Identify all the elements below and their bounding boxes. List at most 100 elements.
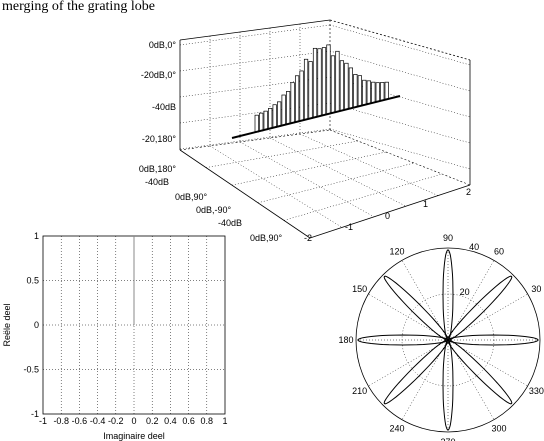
bar-3d [339,60,345,111]
angle-tick-label: 300 [491,423,506,433]
grid-line [205,140,359,168]
complex-plane-ticks: -1 -0.8 -0.6 -0.4 -0.2 0 0.2 0.4 0.6 0.8 1 1 0.5 0 -0.… [23,231,227,426]
grid-line [329,102,471,144]
bar-3d [299,70,304,121]
bar-3d [344,62,349,110]
bar-3d [281,94,286,126]
polar-lobe [442,249,454,341]
bar-3d [254,114,259,133]
x-tick-label: 0.2 [146,416,159,426]
x-tick-label: -1 [39,416,47,426]
left-tick-label: -40dB [218,218,242,228]
bar-3d [268,107,273,129]
z-tick-label: 0dB,180° [139,164,177,174]
grid-line [257,162,415,204]
left-tick-label: 0dB,90° [250,233,283,243]
right-tick-label: 1 [423,199,428,209]
bar-3d [290,82,295,124]
x-tick-label: 1 [222,416,227,426]
bar-3d [317,48,322,117]
y-tick-label: -0.5 [23,365,39,375]
z-tick-label: -20,180° [142,134,177,144]
y-axis-label: Reële deel [2,303,12,346]
polar-lobe [447,339,513,405]
bar-3d [272,104,277,128]
3d-bars [254,44,389,133]
y-tick-label: -1 [31,409,39,419]
angle-tick-label: 330 [529,386,544,396]
bar-3d [330,55,336,114]
bar-3d [303,58,309,120]
bar-3d [380,82,385,101]
polar-lobe [383,275,449,341]
bar-3d [263,110,268,131]
bar-3d [277,101,282,127]
z-tick-label: 0dB,0° [149,40,177,50]
polar-lobe [357,334,449,346]
bar-3d [384,81,389,100]
y-tick-label: 1 [34,231,39,241]
grid-line [179,128,331,150]
x-tick-label: 0.8 [201,416,214,426]
bar-3d [259,112,264,132]
y-tick-label: 0 [34,320,39,330]
x-tick-label: 0 [131,416,136,426]
radial-tick-label: 40 [469,242,479,252]
bar-3d [353,74,358,108]
bar-3d [348,67,353,109]
bar-3d [294,75,300,123]
grid-line [329,24,471,66]
polar-lobe [442,339,454,431]
left-tick-label: 0dB,-90° [196,205,232,215]
polar-plot: 90603003303002702402101801501202040 [338,233,544,441]
angle-tick-label: 180 [338,335,353,345]
radial-tick-label: 20 [460,287,470,297]
right-tick-label: -2 [304,233,312,243]
bar-3d [357,75,362,107]
x-tick-label: 0.4 [164,416,177,426]
polar-lobes [357,249,539,431]
bar-3d [286,91,291,125]
y-tick-label: 0.5 [26,276,39,286]
angle-tick-label: 270 [440,437,455,441]
polar-tick-labels: 90603003303002702402101801501202040 [338,233,544,441]
bar-3d [362,79,367,106]
x-tick-label: -0.6 [72,416,88,426]
z-tick-label: -40dB [152,102,176,112]
angle-tick-label: 30 [531,284,541,294]
x-tick-label: -0.8 [53,416,69,426]
bar-3d [308,61,313,119]
x-tick-label: -0.2 [108,416,124,426]
polar-lobe [447,275,513,341]
grid-line [209,145,343,228]
bar-3d [366,80,371,104]
3d-ridge-line [231,95,401,139]
angle-tick-label: 90 [443,233,453,243]
bar-3d [312,47,318,118]
complex-plane-plot: -1 -0.8 -0.6 -0.4 -0.2 0 0.2 0.4 0.6 0.8 1 1 0.5 0 -0.… [2,231,228,441]
grid-line [283,173,443,221]
polar-lobe [383,339,449,405]
3d-bar-plot: 0dB,0° -20dB,0° -40dB -20,180° 0dB,180° -40dB… [139,19,471,243]
left-tick-label: -40dB [145,177,169,187]
angle-tick-label: 210 [352,386,367,396]
bar-3d [335,50,340,112]
z-tick-label: -20dB,0° [141,70,177,80]
x-tick-label: 0.6 [182,416,195,426]
grid-line [329,128,471,170]
grid-line [179,24,331,46]
angle-tick-label: 240 [389,423,404,433]
grid-line [239,141,375,218]
angle-tick-label: 120 [389,247,404,257]
bar-3d [321,47,327,116]
x-tick-label: -0.4 [90,416,106,426]
grid-line [269,137,407,207]
grid-line [329,50,471,92]
left-tick-label: 0dB,90° [175,192,208,202]
figure-title: merging of the grating lobe [2,0,155,14]
grid-line [231,151,387,186]
x-axis-label: Imaginaire deel [103,431,165,441]
right-tick-label: 0 [385,211,390,221]
grid-line [179,50,331,72]
